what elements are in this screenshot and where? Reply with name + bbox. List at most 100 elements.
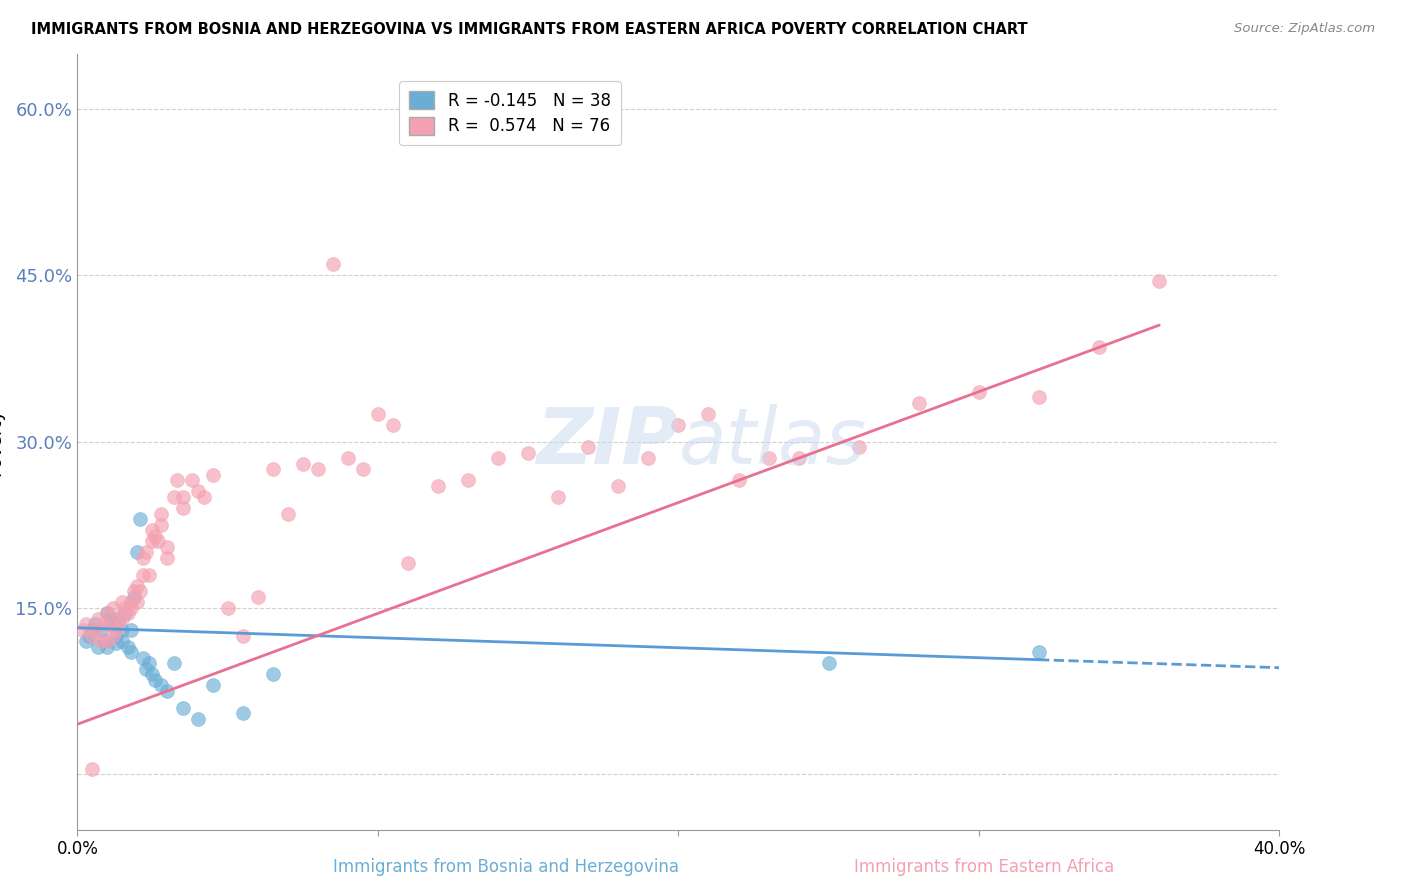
Point	[129, 512, 152, 526]
Point	[180, 473, 202, 487]
Point	[93, 634, 115, 648]
Point	[1088, 340, 1111, 354]
Point	[517, 445, 540, 459]
Point	[148, 534, 170, 549]
Point	[277, 507, 299, 521]
Point	[114, 600, 136, 615]
Point	[114, 607, 136, 621]
Point	[135, 662, 157, 676]
Text: IMMIGRANTS FROM BOSNIA AND HERZEGOVINA VS IMMIGRANTS FROM EASTERN AFRICA POVERTY: IMMIGRANTS FROM BOSNIA AND HERZEGOVINA V…	[31, 22, 1028, 37]
Point	[262, 462, 284, 476]
Point	[727, 473, 749, 487]
Point	[186, 712, 209, 726]
Point	[352, 462, 374, 476]
Point	[72, 623, 94, 637]
Point	[108, 612, 131, 626]
Point	[120, 645, 142, 659]
Point	[82, 623, 104, 637]
Point	[486, 451, 509, 466]
Point	[201, 467, 224, 482]
Point	[111, 634, 134, 648]
Point	[637, 451, 659, 466]
Point	[96, 640, 118, 654]
Legend: R = -0.145   N = 38, R =  0.574   N = 76: R = -0.145 N = 38, R = 0.574 N = 76	[399, 81, 621, 145]
Point	[124, 584, 146, 599]
Point	[127, 545, 149, 559]
Point	[111, 623, 134, 637]
Point	[1028, 390, 1050, 404]
Point	[322, 257, 344, 271]
Point	[93, 617, 115, 632]
Point	[262, 667, 284, 681]
Text: Immigrants from Eastern Africa: Immigrants from Eastern Africa	[853, 858, 1115, 876]
Point	[172, 501, 194, 516]
Point	[156, 551, 179, 566]
Point	[150, 678, 173, 692]
Point	[79, 629, 101, 643]
Point	[111, 595, 134, 609]
Point	[162, 657, 184, 671]
Point	[787, 451, 810, 466]
Point	[150, 507, 173, 521]
Point	[138, 657, 160, 671]
Point	[87, 640, 110, 654]
Point	[145, 673, 167, 687]
Point	[172, 490, 194, 504]
Point	[217, 600, 239, 615]
Point	[96, 607, 118, 621]
Point	[100, 612, 122, 626]
Point	[96, 634, 118, 648]
Point	[90, 634, 112, 648]
Text: ZIP: ZIP	[536, 403, 679, 480]
Point	[135, 545, 157, 559]
Point	[848, 440, 870, 454]
Point	[82, 629, 104, 643]
Point	[396, 557, 419, 571]
Point	[145, 529, 167, 543]
Point	[246, 590, 269, 604]
Point	[367, 407, 389, 421]
Point	[156, 540, 179, 554]
Point	[201, 678, 224, 692]
Point	[90, 623, 112, 637]
Point	[105, 629, 128, 643]
Point	[132, 650, 155, 665]
Point	[908, 396, 931, 410]
Point	[117, 640, 139, 654]
Y-axis label: Poverty: Poverty	[0, 408, 4, 475]
Point	[291, 457, 314, 471]
Point	[172, 700, 194, 714]
Point	[82, 762, 104, 776]
Point	[132, 567, 155, 582]
Point	[427, 479, 450, 493]
Point	[141, 534, 163, 549]
Point	[103, 629, 125, 643]
Point	[141, 523, 163, 537]
Text: atlas: atlas	[679, 403, 866, 480]
Point	[111, 612, 134, 626]
Point	[103, 600, 125, 615]
Point	[84, 617, 107, 632]
Point	[127, 595, 149, 609]
Point	[162, 490, 184, 504]
Point	[697, 407, 720, 421]
Point	[576, 440, 599, 454]
Point	[138, 567, 160, 582]
Point	[817, 657, 839, 671]
Point	[141, 667, 163, 681]
Point	[232, 629, 254, 643]
Point	[381, 417, 404, 432]
Point	[75, 634, 97, 648]
Point	[156, 684, 179, 698]
Point	[967, 384, 990, 399]
Point	[117, 607, 139, 621]
Point	[129, 584, 152, 599]
Point	[132, 551, 155, 566]
Point	[75, 617, 97, 632]
Point	[120, 600, 142, 615]
Point	[120, 623, 142, 637]
Point	[105, 636, 128, 650]
Point	[758, 451, 780, 466]
Point	[120, 595, 142, 609]
Point	[186, 484, 209, 499]
